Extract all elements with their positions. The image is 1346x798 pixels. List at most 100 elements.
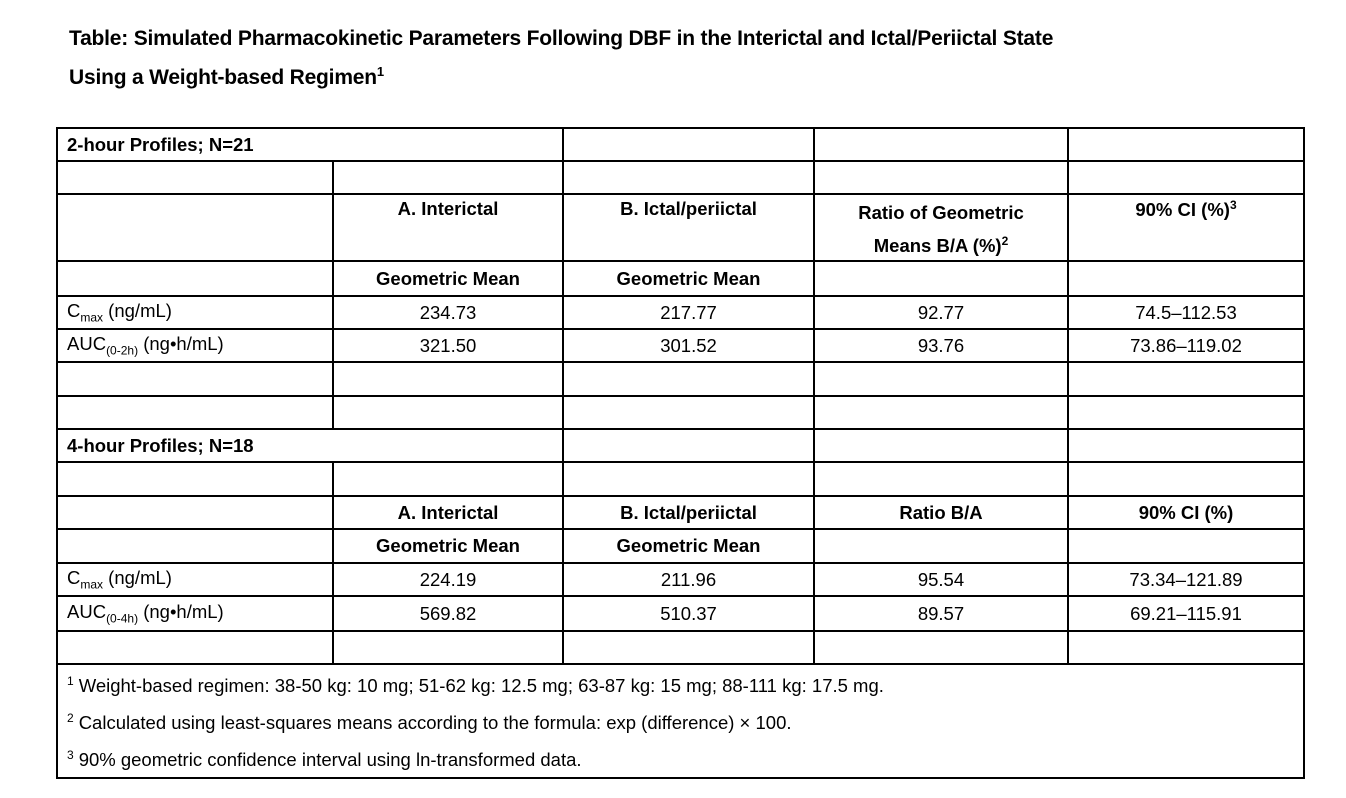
section2-auc-interictal-value: 569.82 xyxy=(332,595,564,633)
empty-cell xyxy=(813,395,1069,431)
empty-cell xyxy=(332,461,564,498)
section1-auc-label-base: AUC xyxy=(67,333,107,355)
section2-auc-ictal-value: 510.37 xyxy=(562,595,815,633)
empty-cell xyxy=(56,461,334,498)
section1-header-ratio: Ratio of Geometric Means B/A (%)2 xyxy=(813,192,1069,263)
section1-cmax-row: Cmax (ng/mL) 234.73 217.77 92.77 74.5–11… xyxy=(56,295,1305,331)
section1-subheader-row: Geometric Mean Geometric Mean xyxy=(56,260,1305,298)
section2-header-ratio-text: Ratio B/A xyxy=(899,501,983,523)
section1-cmax-label: Cmax (ng/mL) xyxy=(56,295,334,331)
empty-cell xyxy=(1067,160,1305,195)
section1-cmax-label-sub: max xyxy=(80,311,104,325)
section2-cmax-label-base: C xyxy=(67,567,81,589)
section1-auc-label: AUC(0-2h) (ng•h/mL) xyxy=(56,328,334,364)
empty-cell xyxy=(56,528,334,565)
empty-cell xyxy=(332,361,564,398)
section2-auc-ci-value: 69.21–115.91 xyxy=(1067,595,1305,633)
section2-auc-row: AUC(0-4h) (ng•h/mL) 569.82 510.37 89.57 … xyxy=(56,595,1305,633)
section2-auc-label-sub: (0-4h) xyxy=(106,612,139,626)
section2-cmax-ci-value: 73.34–121.89 xyxy=(1067,562,1305,598)
section1-header-ictal: B. Ictal/periictal xyxy=(562,192,815,263)
section1-subheader-geo-mean-a: Geometric Mean xyxy=(332,260,564,298)
footnote-1: 1 Weight-based regimen: 38-50 kg: 10 mg; … xyxy=(67,666,1294,702)
empty-cell xyxy=(56,160,334,195)
empty-cell xyxy=(813,428,1069,464)
empty-cell xyxy=(1067,461,1305,498)
section2-subheader-row: Geometric Mean Geometric Mean xyxy=(56,528,1305,565)
section1-auc-label-unit: (ng•h/mL) xyxy=(138,333,224,355)
section2-header-ci-text: 90% CI (%) xyxy=(1138,501,1234,523)
section1-heading-row: 2-hour Profiles; N=21 xyxy=(56,127,1305,162)
empty-cell xyxy=(1067,127,1305,162)
section2-header-ictal-text: B. Ictal/periictal xyxy=(620,501,757,523)
empty-cell xyxy=(813,160,1069,195)
title-footnote-marker: 1 xyxy=(376,64,384,79)
page-title: Table: Simulated Pharmacokinetic Paramet… xyxy=(69,22,1309,94)
section1-heading-cell: 2-hour Profiles; N=21 xyxy=(56,127,564,162)
section2-header-ictal: B. Ictal/periictal xyxy=(562,495,815,531)
spacer-row xyxy=(56,160,1305,195)
section1-header-ratio-line1-text: Ratio of Geometric xyxy=(858,202,1024,223)
empty-cell xyxy=(813,127,1069,162)
spacer-row xyxy=(56,361,1305,398)
section2-heading-cell: 4-hour Profiles; N=18 xyxy=(56,428,564,464)
spacer-row xyxy=(56,395,1305,431)
footnote-3: 3 90% geometric confidence interval using… xyxy=(67,739,1294,775)
empty-cell xyxy=(56,630,334,666)
empty-cell xyxy=(562,428,815,464)
section1-auc-row: AUC(0-2h) (ng•h/mL) 321.50 301.52 93.76 … xyxy=(56,328,1305,364)
empty-cell xyxy=(56,361,334,398)
section2-heading-text: 4-hour Profiles; N=18 xyxy=(67,434,254,456)
section1-auc-ratio-value: 93.76 xyxy=(813,328,1069,364)
empty-cell xyxy=(332,395,564,431)
section1-cmax-ratio-value: 92.77 xyxy=(813,295,1069,331)
section2-cmax-ictal-value: 211.96 xyxy=(562,562,815,598)
section1-cmax-interictal-value: 234.73 xyxy=(332,295,564,331)
empty-cell xyxy=(56,395,334,431)
section2-auc-ratio-value: 89.57 xyxy=(813,595,1069,633)
empty-cell xyxy=(562,630,815,666)
section2-header-interictal: A. Interictal xyxy=(332,495,564,531)
empty-cell xyxy=(56,495,334,531)
empty-cell xyxy=(332,160,564,195)
empty-cell xyxy=(813,361,1069,398)
section1-subheader-geo-mean-b: Geometric Mean xyxy=(562,260,815,298)
page-title-line1: Table: Simulated Pharmacokinetic Paramet… xyxy=(69,22,1309,55)
section1-header-interictal-text: A. Interictal xyxy=(397,198,499,219)
spacer-row xyxy=(56,461,1305,498)
section2-subheader-geo-mean-a: Geometric Mean xyxy=(332,528,564,565)
footnotes-row: 1 Weight-based regimen: 38-50 kg: 10 mg; … xyxy=(56,663,1305,779)
empty-cell xyxy=(562,395,815,431)
empty-cell xyxy=(562,160,815,195)
section1-header-interictal: A. Interictal xyxy=(332,192,564,263)
section2-auc-label-base: AUC xyxy=(67,601,107,623)
section2-header-interictal-text: A. Interictal xyxy=(397,501,499,523)
section2-header-ci: 90% CI (%) xyxy=(1067,495,1305,531)
section1-header-ratio-line2-text: Means B/A (%) xyxy=(873,235,1002,257)
pk-parameters-table: 2-hour Profiles; N=21 A. Interictal B. I… xyxy=(56,127,1305,779)
empty-cell xyxy=(813,528,1069,565)
section1-cmax-ci-value: 74.5–112.53 xyxy=(1067,295,1305,331)
section2-heading-row: 4-hour Profiles; N=18 xyxy=(56,428,1305,464)
empty-cell xyxy=(1067,630,1305,666)
section2-cmax-label: Cmax (ng/mL) xyxy=(56,562,334,598)
page-title-line1-text: Table: Simulated Pharmacokinetic Paramet… xyxy=(69,27,1054,50)
footnote3-marker-ref: 3 xyxy=(1229,198,1237,212)
empty-cell xyxy=(1067,428,1305,464)
empty-cell xyxy=(1067,361,1305,398)
section2-cmax-ratio-value: 95.54 xyxy=(813,562,1069,598)
section1-subheader-geo-mean-b-text: Geometric Mean xyxy=(616,267,761,289)
page-title-line2-text: Using a Weight-based Regimen xyxy=(69,66,377,89)
footnote2-marker-ref: 2 xyxy=(1001,234,1009,248)
section2-cmax-label-sub: max xyxy=(80,578,104,592)
footnote-2: 2 Calculated using least-squares means ac… xyxy=(67,702,1294,739)
empty-cell xyxy=(1067,395,1305,431)
footnotes-cell: 1 Weight-based regimen: 38-50 kg: 10 mg; … xyxy=(56,663,1305,779)
empty-cell xyxy=(813,630,1069,666)
footnote-1-text: Weight-based regimen: 38-50 kg: 10 mg; 5… xyxy=(78,675,884,697)
section1-header-ci: 90% CI (%)3 xyxy=(1067,192,1305,263)
empty-cell xyxy=(813,260,1069,298)
section1-header-ci-text: 90% CI (%) xyxy=(1135,199,1230,221)
section1-auc-interictal-value: 321.50 xyxy=(332,328,564,364)
section2-column-header-row: A. Interictal B. Ictal/periictal Ratio B… xyxy=(56,495,1305,531)
